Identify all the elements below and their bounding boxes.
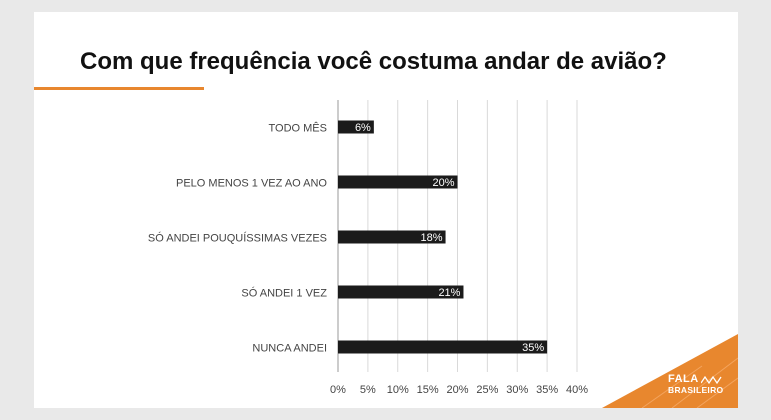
bar [338,230,446,244]
category-label: PELO MENOS 1 VEZ AO ANO [176,178,327,190]
x-tick-label: 5% [360,384,376,396]
fala-brasileiro-logo: FALA BRASILEIRO [668,374,738,395]
data-label: 20% [432,177,454,189]
x-tick-label: 15% [417,384,439,396]
x-tick-label: 25% [476,384,498,396]
bar [338,285,464,299]
data-label: 6% [355,122,371,134]
category-label: NUNCA ANDEI [252,343,327,355]
x-tick-label: 20% [446,384,468,396]
logo-line1: FALA [668,373,699,385]
category-label: TODO MÊS [269,122,327,135]
bar-chart: 0% 5% 10% 15% 20% 25% 30% 35% 40% TODO MÊS 6% PELO … [148,100,588,396]
category-label: SÓ ANDEI POUQUÍSSIMAS VEZES [148,232,327,245]
bar [338,175,458,189]
corner-decoration [602,334,738,408]
title-underline [34,87,204,90]
data-label: 35% [522,342,544,354]
data-label: 18% [421,232,443,244]
logo-line2: BRASILEIRO [668,385,724,395]
bar [338,120,374,134]
x-tick-label: 40% [566,384,588,396]
category-label: SÓ ANDEI 1 VEZ [241,287,327,300]
x-tick-label: 10% [387,384,409,396]
slide: Com que frequência você costuma andar de… [34,12,738,408]
x-tick-label: 30% [506,384,528,396]
x-tick-label: 35% [536,384,558,396]
wave-icon [700,375,722,385]
chart-title: Com que frequência você costuma andar de… [80,48,667,75]
data-label: 21% [438,287,460,299]
x-tick-label: 0% [330,384,346,396]
bar [338,340,548,354]
